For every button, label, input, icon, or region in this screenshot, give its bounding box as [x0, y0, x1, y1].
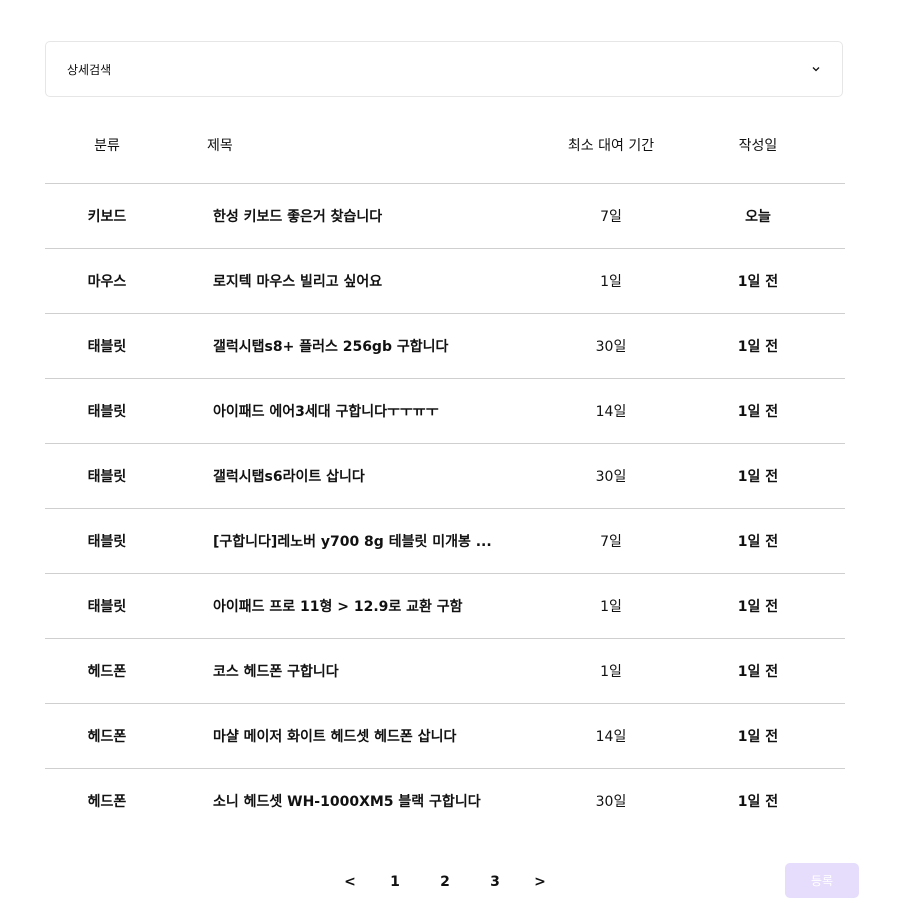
row-date: 1일 전 — [737, 599, 779, 615]
row-title[interactable]: 아이패드 프로 11형 > 12.9로 교환 구함 — [213, 599, 463, 615]
row-title[interactable]: 마샬 메이저 화이트 헤드셋 헤드폰 삽니다 — [213, 729, 457, 745]
row-date: 1일 전 — [737, 469, 779, 485]
row-title[interactable]: 갤럭시탭s6라이트 삽니다 — [213, 469, 365, 485]
row-period: 30일 — [595, 339, 627, 355]
row-category: 마우스 — [87, 274, 127, 290]
row-period: 7일 — [600, 209, 622, 225]
next-page-button[interactable]: > — [534, 874, 546, 890]
row-date: 1일 전 — [737, 274, 779, 290]
table-row[interactable]: 태블릿 아이패드 에어3세대 구합니다ㅜㅜㅠㅜ 14일 1일 전 — [45, 379, 845, 444]
header-title: 제목 — [207, 137, 233, 154]
row-category: 키보드 — [87, 209, 127, 225]
table-row[interactable]: 헤드폰 코스 헤드폰 구합니다 1일 1일 전 — [45, 639, 845, 704]
table-row[interactable]: 태블릿 갤럭시탭s6라이트 삽니다 30일 1일 전 — [45, 444, 845, 509]
row-date: 1일 전 — [737, 534, 779, 550]
advanced-search-toggle[interactable]: 상세검색 — [45, 41, 843, 97]
row-title[interactable]: 한성 키보드 좋은거 찾습니다 — [213, 209, 383, 225]
row-category: 헤드폰 — [87, 729, 127, 745]
prev-page-button[interactable]: < — [344, 874, 356, 890]
header-date: 작성일 — [738, 137, 778, 154]
row-date: 1일 전 — [737, 664, 779, 680]
row-category: 태블릿 — [87, 534, 127, 550]
table-row[interactable]: 태블릿 [구합니다]레노버 y700 8g 테블릿 미개봉 ... 7일 1일 … — [45, 509, 845, 574]
row-category: 헤드폰 — [87, 794, 127, 810]
row-period: 1일 — [600, 599, 622, 615]
row-category: 태블릿 — [87, 404, 127, 420]
table-row[interactable]: 키보드 한성 키보드 좋은거 찾습니다 7일 오늘 — [45, 184, 845, 249]
table-header: 분류 제목 최소 대여 기간 작성일 — [45, 106, 845, 184]
register-button[interactable]: 등록 — [785, 863, 859, 898]
row-title[interactable]: 코스 헤드폰 구합니다 — [213, 664, 339, 680]
row-period: 30일 — [595, 794, 627, 810]
row-title[interactable]: 갤럭시탭s8+ 플러스 256gb 구합니다 — [213, 339, 449, 355]
row-date: 오늘 — [745, 209, 771, 225]
row-date: 1일 전 — [737, 404, 779, 420]
chevron-down-icon — [810, 63, 822, 75]
row-category: 태블릿 — [87, 599, 127, 615]
row-category: 헤드폰 — [87, 664, 127, 680]
row-title[interactable]: [구합니다]레노버 y700 8g 테블릿 미개봉 ... — [213, 534, 492, 550]
row-category: 태블릿 — [87, 469, 127, 485]
row-period: 1일 — [600, 664, 622, 680]
row-date: 1일 전 — [737, 729, 779, 745]
page-2-button[interactable]: 2 — [440, 874, 450, 890]
pagination: < 1 2 3 > — [330, 868, 560, 896]
row-period: 7일 — [600, 534, 622, 550]
row-date: 1일 전 — [737, 794, 779, 810]
table-row[interactable]: 헤드폰 마샬 메이저 화이트 헤드셋 헤드폰 삽니다 14일 1일 전 — [45, 704, 845, 769]
row-period: 14일 — [595, 729, 627, 745]
table-row[interactable]: 헤드폰 소니 헤드셋 WH-1000XM5 블랙 구합니다 30일 1일 전 — [45, 769, 845, 833]
row-title[interactable]: 소니 헤드셋 WH-1000XM5 블랙 구합니다 — [213, 794, 481, 810]
table-row[interactable]: 마우스 로지텍 마우스 빌리고 싶어요 1일 1일 전 — [45, 249, 845, 314]
row-period: 30일 — [595, 469, 627, 485]
row-title[interactable]: 아이패드 에어3세대 구합니다ㅜㅜㅠㅜ — [213, 404, 439, 420]
header-period: 최소 대여 기간 — [567, 137, 655, 154]
header-category: 분류 — [94, 137, 120, 154]
row-date: 1일 전 — [737, 339, 779, 355]
table-row[interactable]: 태블릿 갤럭시탭s8+ 플러스 256gb 구합니다 30일 1일 전 — [45, 314, 845, 379]
row-title[interactable]: 로지텍 마우스 빌리고 싶어요 — [213, 274, 383, 290]
page-1-button[interactable]: 1 — [390, 874, 400, 890]
advanced-search-label: 상세검색 — [67, 62, 112, 77]
page-3-button[interactable]: 3 — [490, 874, 500, 890]
row-period: 14일 — [595, 404, 627, 420]
table-row[interactable]: 태블릿 아이패드 프로 11형 > 12.9로 교환 구함 1일 1일 전 — [45, 574, 845, 639]
post-table: 분류 제목 최소 대여 기간 작성일 키보드 한성 키보드 좋은거 찾습니다 7… — [45, 106, 845, 833]
row-category: 태블릿 — [87, 339, 127, 355]
row-period: 1일 — [600, 274, 622, 290]
